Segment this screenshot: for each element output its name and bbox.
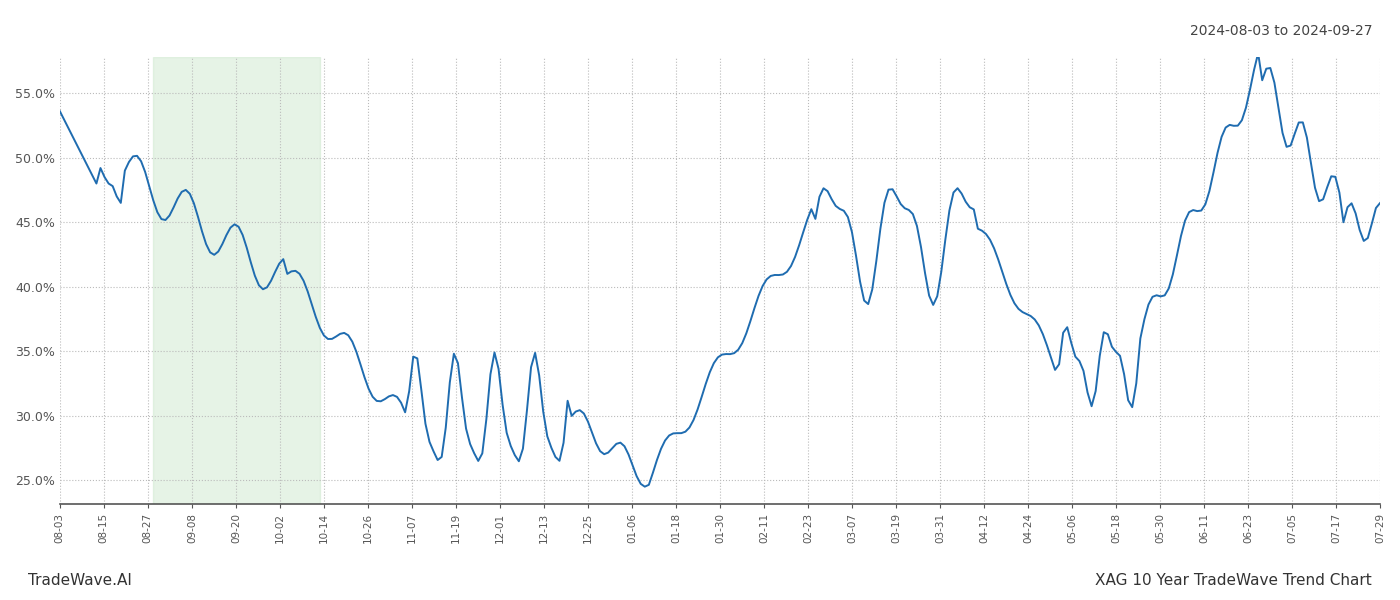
Text: TradeWave.AI: TradeWave.AI (28, 573, 132, 588)
Bar (153, 57, 319, 504)
Text: XAG 10 Year TradeWave Trend Chart: XAG 10 Year TradeWave Trend Chart (1095, 573, 1372, 588)
Text: 2024-08-03 to 2024-09-27: 2024-08-03 to 2024-09-27 (1190, 24, 1372, 38)
